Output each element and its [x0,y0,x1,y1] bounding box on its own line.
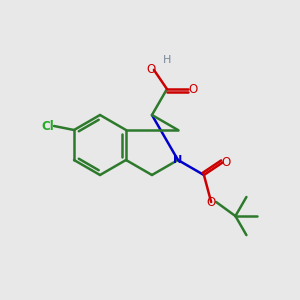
Text: N: N [173,155,183,165]
Text: H: H [163,55,171,65]
Text: O: O [146,63,155,76]
Text: Cl: Cl [42,119,54,133]
Text: O: O [188,82,198,95]
Text: O: O [206,196,216,208]
Text: O: O [221,156,230,169]
